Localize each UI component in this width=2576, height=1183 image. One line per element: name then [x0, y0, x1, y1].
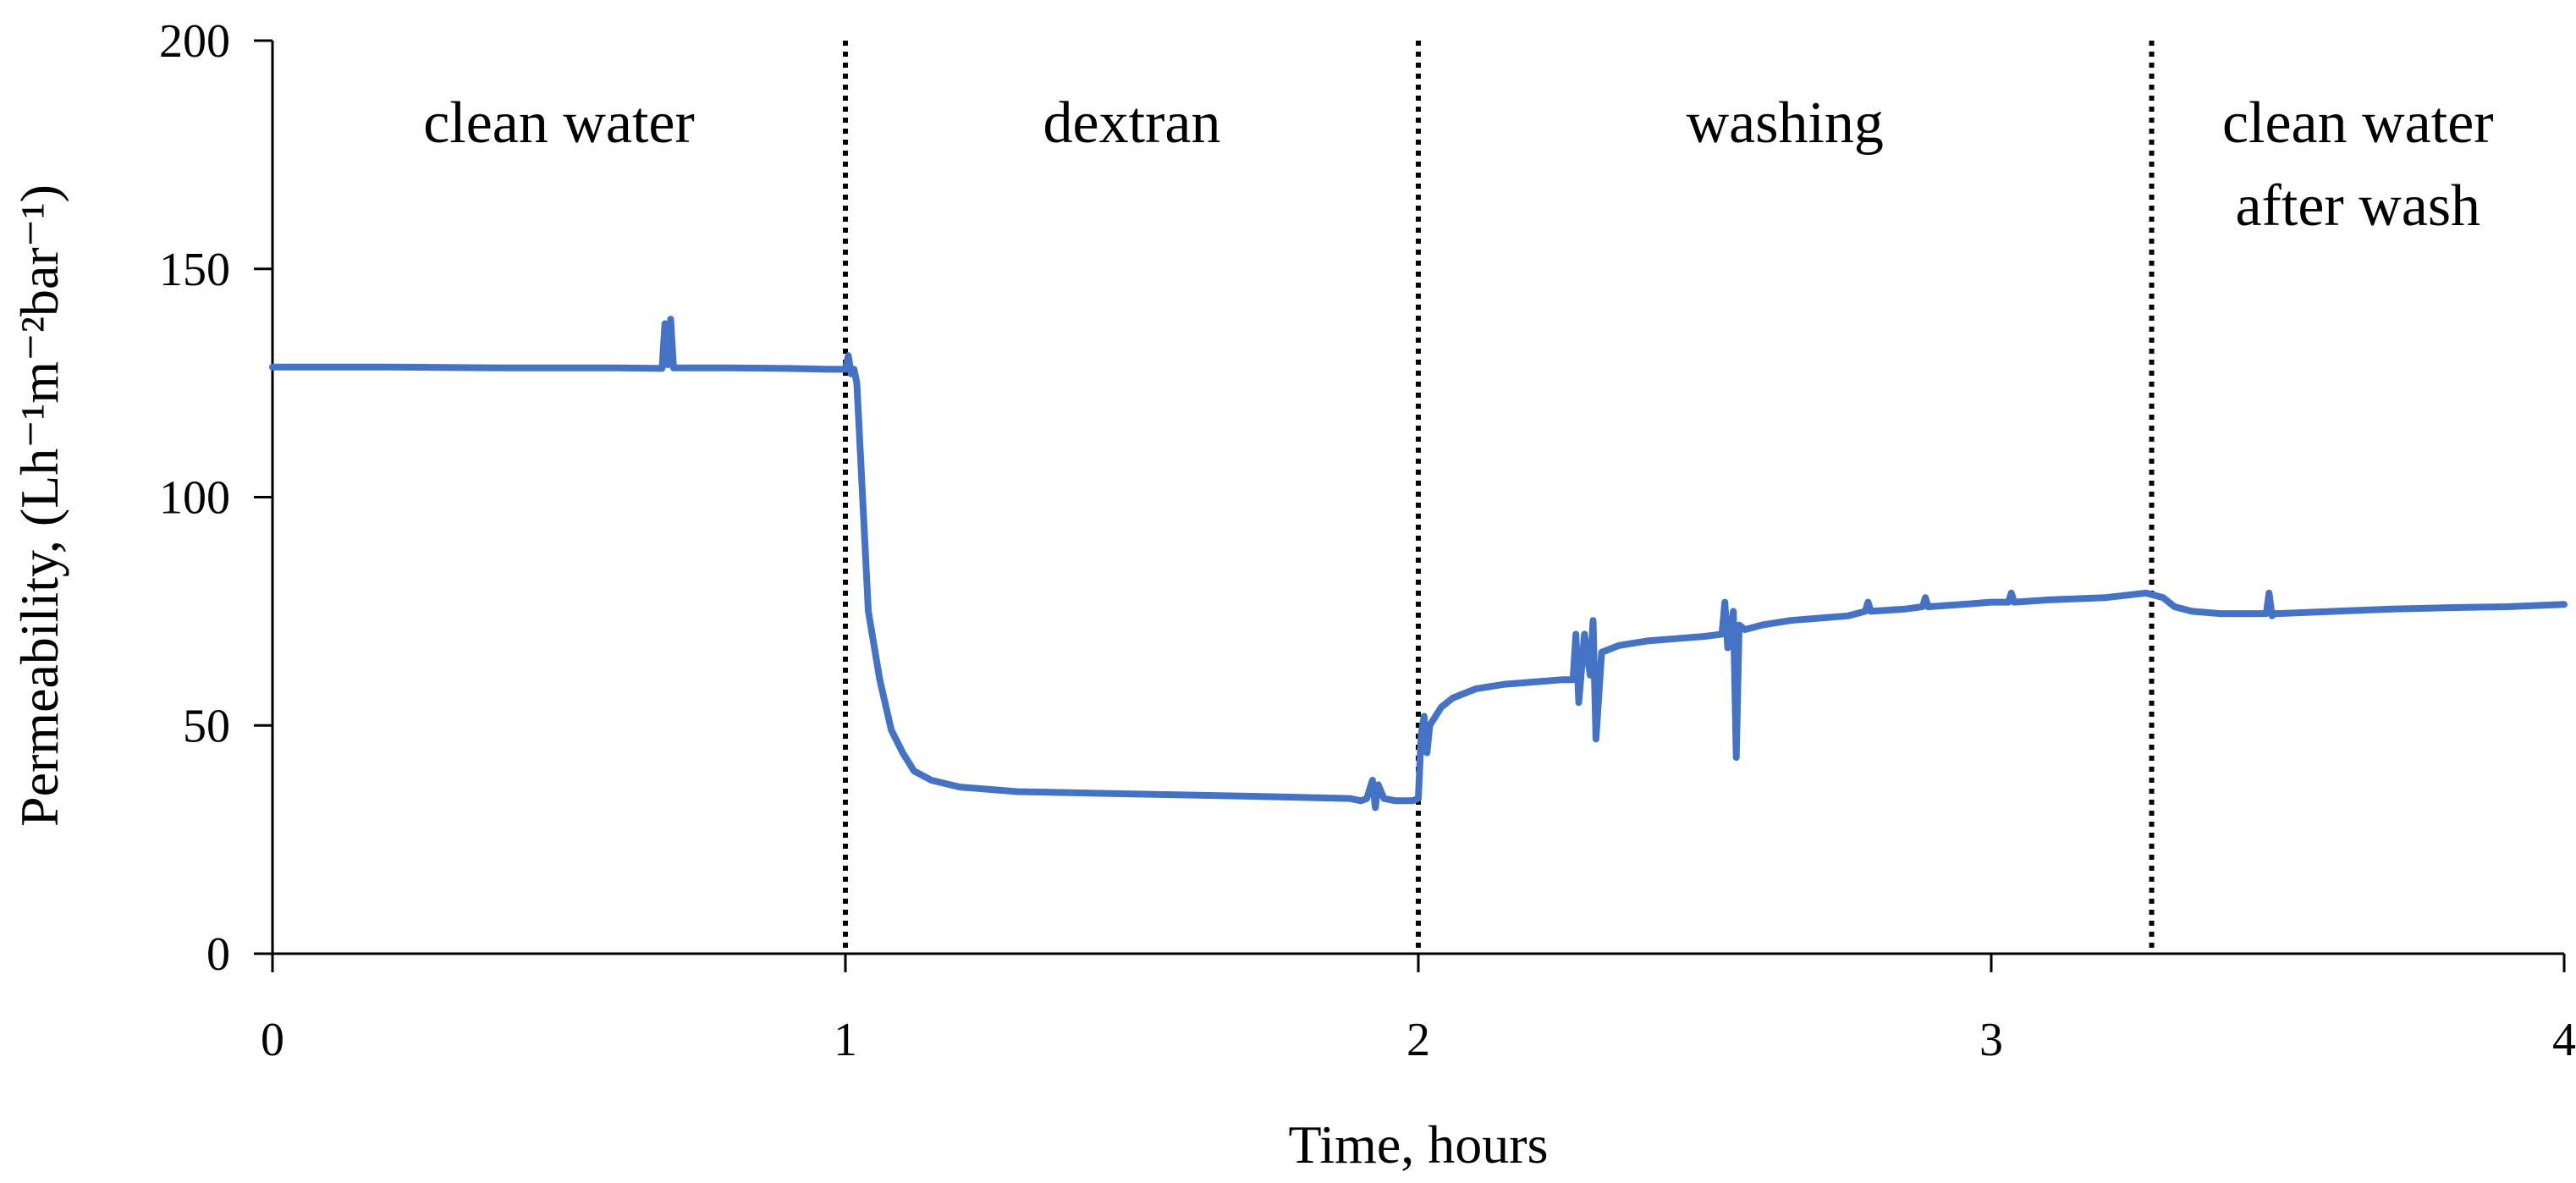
y-tick-label: 50 — [183, 700, 230, 752]
x-tick-label: 1 — [834, 1014, 857, 1066]
x-axis-ticks: 0 1 2 3 4 — [261, 954, 2576, 1066]
y-axis-ticks: 0 50 100 150 200 — [159, 15, 272, 981]
y-axis-label: Permeability, (Lh⁻¹m⁻²bar⁻¹) — [9, 184, 69, 827]
phase-label: clean water — [423, 91, 695, 156]
phase-label: clean water after wash — [2222, 91, 2494, 239]
x-tick-label: 4 — [2552, 1014, 2576, 1066]
phase-labels: clean water dextran washing clean water afte… — [423, 91, 2493, 239]
y-tick-label: 200 — [159, 15, 230, 68]
y-tick-label: 0 — [206, 928, 230, 981]
y-tick-label: 100 — [159, 472, 230, 525]
phase-boundaries — [843, 41, 2155, 954]
x-tick-label: 2 — [1406, 1014, 1430, 1066]
series-line-permeability — [269, 316, 2568, 812]
x-tick-label: 0 — [261, 1014, 284, 1066]
x-tick-label: 3 — [1979, 1014, 2003, 1066]
y-tick-label: 150 — [159, 244, 230, 296]
phase-label: washing — [1687, 91, 1884, 156]
phase-label: dextran — [1043, 91, 1221, 156]
x-axis-label: Time, hours — [1288, 1114, 1548, 1175]
